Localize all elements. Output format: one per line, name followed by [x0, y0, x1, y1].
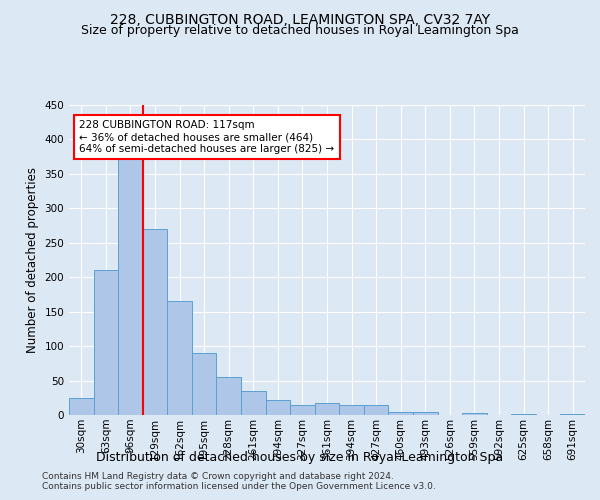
Text: Distribution of detached houses by size in Royal Leamington Spa: Distribution of detached houses by size …: [97, 451, 503, 464]
Bar: [364, 406, 388, 415]
Bar: [266, 400, 290, 415]
Bar: [560, 414, 585, 415]
Bar: [241, 391, 266, 415]
Bar: [388, 412, 413, 415]
Bar: [511, 414, 536, 415]
Text: Contains public sector information licensed under the Open Government Licence v3: Contains public sector information licen…: [42, 482, 436, 491]
Text: 228 CUBBINGTON ROAD: 117sqm
← 36% of detached houses are smaller (464)
64% of se: 228 CUBBINGTON ROAD: 117sqm ← 36% of det…: [79, 120, 334, 154]
Bar: [339, 404, 364, 415]
Bar: [69, 398, 94, 415]
Bar: [143, 229, 167, 415]
Bar: [217, 377, 241, 415]
Bar: [315, 402, 339, 415]
Text: Size of property relative to detached houses in Royal Leamington Spa: Size of property relative to detached ho…: [81, 24, 519, 37]
Bar: [192, 353, 217, 415]
Text: Contains HM Land Registry data © Crown copyright and database right 2024.: Contains HM Land Registry data © Crown c…: [42, 472, 394, 481]
Y-axis label: Number of detached properties: Number of detached properties: [26, 167, 39, 353]
Bar: [290, 404, 315, 415]
Bar: [462, 413, 487, 415]
Bar: [167, 302, 192, 415]
Bar: [413, 412, 437, 415]
Text: 228, CUBBINGTON ROAD, LEAMINGTON SPA, CV32 7AY: 228, CUBBINGTON ROAD, LEAMINGTON SPA, CV…: [110, 12, 490, 26]
Bar: [94, 270, 118, 415]
Bar: [118, 119, 143, 415]
